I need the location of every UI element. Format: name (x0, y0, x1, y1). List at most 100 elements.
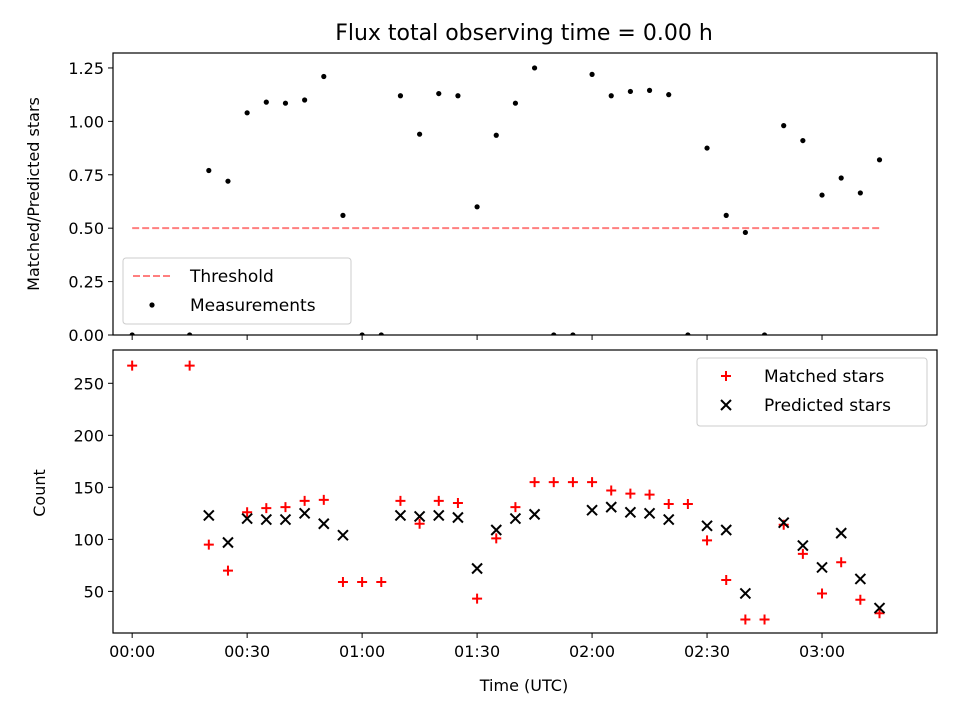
matched-stars-point (740, 614, 751, 625)
predicted-stars-point (471, 562, 483, 575)
measurements-point (206, 167, 212, 174)
predicted-stars-point (337, 529, 349, 541)
bottom-x-tick-label: 02:30 (684, 642, 730, 661)
measurements-point (493, 132, 499, 138)
matched-stars-point (318, 494, 329, 505)
measurements-point (742, 229, 748, 236)
top-y-tick-label: 1.25 (68, 59, 104, 78)
matched-stars-point (433, 495, 444, 506)
measurements-point (646, 87, 653, 93)
measurements-point (666, 92, 672, 98)
matched-stars-point (203, 539, 214, 550)
matched-stars-point (587, 477, 598, 488)
measurements-point (302, 97, 308, 103)
top-panel: 0.00 0.25 0.50 0.75 1.00 1.25 Threshold Measure… (68, 52, 938, 345)
measurements-point (263, 99, 269, 105)
matched-stars-point (299, 495, 310, 506)
predicted-stars-point (835, 527, 847, 539)
predicted-stars-point (394, 509, 407, 522)
measurements-point (704, 145, 710, 151)
matched-stars-point (625, 488, 636, 499)
measurements-point (723, 212, 729, 218)
matched-stars-point (357, 577, 368, 588)
measurements-point (321, 73, 327, 80)
top-y-tick-label: 0.25 (68, 273, 104, 292)
measurements-point (512, 100, 519, 106)
measurements-point (685, 332, 691, 335)
measurements-point (187, 332, 193, 335)
bottom-x-tick-label: 00:00 (109, 642, 155, 661)
matched-stars-point (472, 593, 483, 604)
predicted-stars-point (452, 511, 464, 524)
matched-stars-point (337, 577, 348, 588)
predicted-stars-point (222, 536, 234, 549)
matched-stars-point (567, 477, 578, 488)
measurements-point (397, 93, 404, 99)
measurements-point (129, 332, 135, 335)
predicted-stars-point (260, 513, 273, 526)
measurements-point (781, 123, 787, 129)
top-chart-title: Flux total observing time = 0.00 h (335, 21, 713, 46)
legend-measurements-swatch (149, 302, 155, 308)
top-plot-area (129, 65, 883, 335)
bottom-legend-box (696, 357, 928, 427)
predicted-stars-point (528, 508, 541, 521)
measurements-point (627, 88, 633, 95)
measurements-point (359, 332, 365, 335)
predicted-stars-point (605, 501, 617, 513)
matched-stars-point (376, 577, 387, 588)
top-legend: Threshold Measurements (122, 257, 352, 325)
predicted-stars-point (816, 561, 828, 574)
predicted-stars-point (433, 509, 445, 522)
matched-stars-point (414, 518, 425, 529)
measurements-point (225, 178, 231, 184)
measurements-point (761, 332, 768, 335)
measurements-point (244, 110, 250, 116)
predicted-stars-point (509, 512, 522, 525)
top-y-axis-label: Matched/Predicted stars (24, 97, 43, 291)
measurements-point (455, 93, 461, 99)
bottom-x-tick-label: 00:30 (224, 642, 270, 661)
matched-stars-point (663, 498, 674, 509)
predicted-stars-point (298, 507, 311, 520)
measurements-point (857, 190, 863, 196)
measurements-point (876, 157, 883, 163)
matched-stars-point (682, 498, 693, 509)
predicted-stars-point (797, 539, 809, 552)
matched-stars-point (702, 535, 713, 546)
measurements-point (436, 90, 442, 97)
bottom-y-tick-label: 100 (73, 530, 104, 549)
predicted-stars-point (701, 520, 713, 532)
measurements-point (589, 71, 595, 77)
bottom-y-tick-label: 200 (73, 426, 104, 445)
bottom-plot-area (127, 360, 886, 625)
matched-stars-point (606, 485, 617, 496)
matched-stars-point (836, 557, 847, 568)
matched-stars-point (242, 507, 253, 518)
predicted-stars-point (873, 602, 886, 614)
measurements-point (838, 175, 844, 181)
top-y-tick-label: 0.50 (68, 219, 104, 238)
measurements-point (340, 212, 346, 218)
bottom-x-tick-label: 02:00 (569, 642, 615, 661)
bottom-panel: 00:00 00:30 01:00 01:30 02:00 02:30 03:00 50 100… (73, 349, 938, 661)
matched-stars-point (510, 502, 521, 513)
matched-stars-point (222, 565, 233, 576)
predicted-stars-point (490, 524, 502, 536)
measurements-point (819, 192, 825, 198)
predicted-stars-point (318, 518, 330, 530)
matched-stars-point (644, 489, 655, 500)
bottom-y-tick-label: 150 (73, 478, 104, 497)
bottom-y-axis-label: Count (30, 469, 49, 517)
matched-stars-point (759, 614, 770, 625)
matched-stars-point (529, 477, 540, 488)
measurements-point (570, 332, 576, 335)
measurements-point (531, 65, 538, 71)
measurements-point (800, 137, 806, 144)
matched-stars-point (721, 574, 732, 585)
measurements-point (417, 131, 423, 137)
measurements-point (608, 93, 614, 99)
predicted-stars-point (624, 506, 637, 519)
predicted-stars-point (241, 512, 253, 525)
predicted-stars-point (854, 573, 867, 585)
